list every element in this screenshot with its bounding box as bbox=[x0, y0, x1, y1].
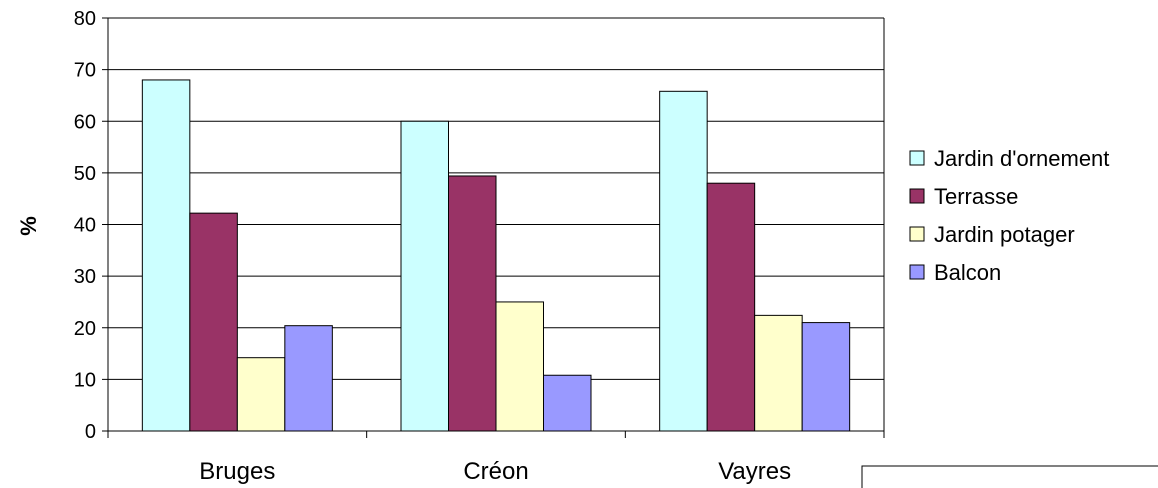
bar bbox=[284, 325, 333, 432]
bar bbox=[543, 374, 592, 432]
bar bbox=[448, 175, 497, 432]
legend-label: Jardin potager bbox=[934, 222, 1075, 247]
y-tick-label: 30 bbox=[74, 266, 96, 288]
legend-label: Jardin d'ornement bbox=[934, 146, 1109, 171]
decorative-frame bbox=[861, 465, 1158, 488]
bar bbox=[495, 301, 544, 432]
x-category-label: Vayres bbox=[718, 458, 791, 485]
y-axis-label: % bbox=[16, 216, 41, 236]
x-category-label: Bruges bbox=[199, 458, 275, 485]
legend-label: Terrasse bbox=[934, 184, 1018, 209]
legend-swatch bbox=[909, 150, 925, 166]
x-category-label: Créon bbox=[463, 458, 528, 485]
y-tick-label: 0 bbox=[85, 421, 96, 443]
bar bbox=[659, 90, 708, 432]
bar bbox=[189, 212, 238, 432]
legend-swatch bbox=[909, 226, 925, 242]
bar bbox=[141, 79, 191, 432]
y-tick-labels: 0 10 20 30 40 50 60 70 80 bbox=[74, 8, 96, 443]
y-tick-label: 60 bbox=[74, 111, 96, 133]
y-tick-label: 50 bbox=[74, 163, 96, 185]
legend-swatch bbox=[909, 264, 925, 280]
bar bbox=[400, 120, 449, 432]
y-tick-label: 70 bbox=[74, 60, 96, 82]
y-tick-label: 10 bbox=[74, 369, 96, 391]
bar bbox=[801, 322, 851, 432]
bar bbox=[754, 314, 803, 432]
y-tick-label: 40 bbox=[74, 215, 96, 237]
x-category-labels: Bruges Créon Vayres bbox=[199, 458, 791, 485]
legend: Jardin d'ornement Terrasse Jardin potager B… bbox=[909, 146, 1109, 285]
bar bbox=[706, 182, 756, 432]
y-tick-label: 80 bbox=[74, 8, 96, 30]
legend-swatch bbox=[909, 188, 925, 204]
legend-label: Balcon bbox=[934, 260, 1001, 285]
axes bbox=[102, 17, 885, 438]
y-tick-label: 20 bbox=[74, 318, 96, 340]
bar bbox=[236, 357, 286, 432]
bars bbox=[141, 79, 851, 432]
